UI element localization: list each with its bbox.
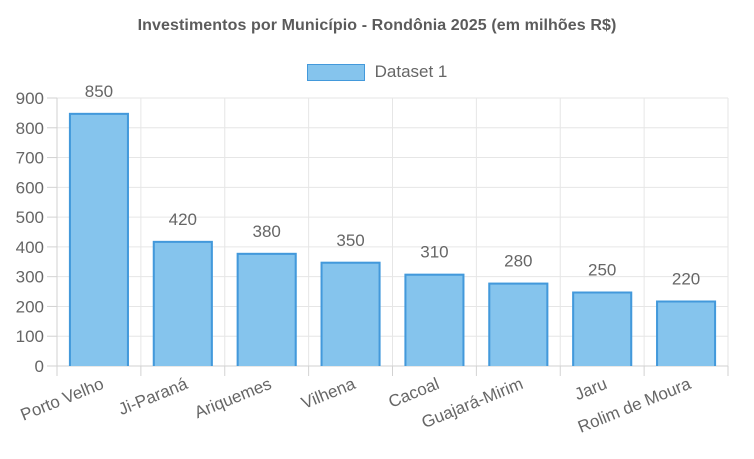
value-label-porto-velho: 850: [85, 82, 113, 101]
bar-border-ariquemes: [236, 252, 297, 366]
x-tick-label-cacoal: Cacoal: [386, 374, 442, 411]
x-tick-label-jaru: Jaru: [572, 374, 610, 404]
x-tick-label-ji-parana: Ji-Paraná: [116, 374, 191, 419]
legend-label: Dataset 1: [374, 62, 448, 81]
value-label-cacoal: 310: [420, 243, 448, 262]
y-tick-label-500: 500: [16, 208, 44, 227]
bar-border-rolim-de-moura: [656, 300, 717, 366]
y-tick-label-700: 700: [16, 149, 44, 168]
x-tick-label-ariquemes: Ariquemes: [192, 374, 274, 422]
y-tick-label-800: 800: [16, 119, 44, 138]
bar-border-guajara-mirim: [488, 282, 549, 366]
legend-swatch: [306, 63, 365, 81]
value-label-rolim-de-moura: 220: [672, 269, 700, 288]
x-tick-label-vilhena: Vilhena: [299, 374, 359, 413]
bar-rolim-de-moura[interactable]: [656, 300, 717, 366]
bar-border-vilhena: [320, 261, 381, 366]
value-label-jaru: 250: [588, 261, 616, 280]
value-label-ariquemes: 380: [253, 222, 281, 241]
x-tick-label-porto-velho: Porto Velho: [18, 374, 107, 425]
bar-border-ji-parana: [152, 240, 213, 366]
bar-guajara-mirim[interactable]: [488, 282, 549, 366]
bar-porto-velho[interactable]: [68, 112, 129, 366]
y-tick-label-0: 0: [35, 357, 44, 376]
value-label-ji-parana: 420: [169, 210, 197, 229]
bar-border-cacoal: [404, 273, 465, 366]
y-tick-label-200: 200: [16, 297, 44, 316]
chart-title: Investimentos por Município - Rondônia 2…: [137, 17, 617, 34]
value-label-vilhena: 350: [336, 231, 364, 250]
y-tick-label-400: 400: [16, 238, 44, 257]
y-tick-label-900: 900: [16, 89, 44, 108]
bar-cacoal[interactable]: [404, 273, 465, 366]
value-label-guajara-mirim: 280: [504, 252, 532, 271]
bar-jaru[interactable]: [572, 291, 633, 366]
bar-ji-parana[interactable]: [152, 240, 213, 366]
y-tick-label-600: 600: [16, 178, 44, 197]
bar-ariquemes[interactable]: [236, 252, 297, 366]
y-tick-label-300: 300: [16, 268, 44, 287]
y-tick-label-100: 100: [16, 327, 44, 346]
bar-border-porto-velho: [68, 112, 129, 366]
bar-vilhena[interactable]: [320, 261, 381, 366]
bar-border-jaru: [572, 291, 633, 366]
legend-item-dataset-1[interactable]: Dataset 1: [0, 63, 754, 81]
